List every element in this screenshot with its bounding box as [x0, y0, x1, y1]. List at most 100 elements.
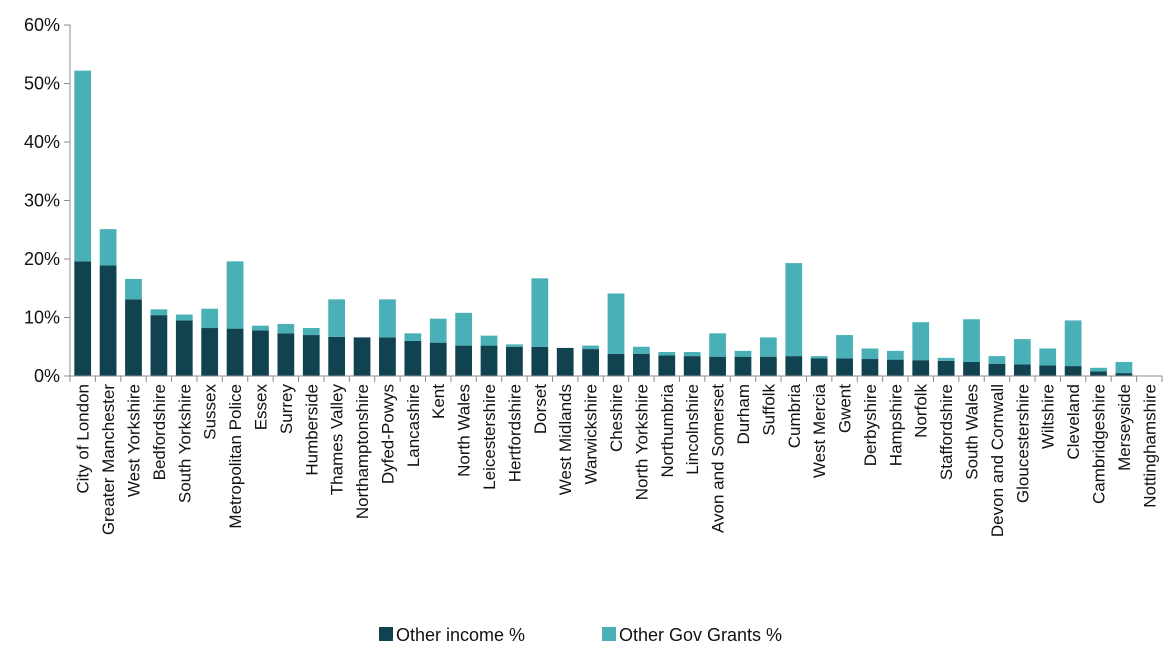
bar-other-income-northamptonshire [353, 337, 371, 376]
x-category-label: Cambridgeshire [1090, 384, 1109, 504]
x-category-label: Wiltshire [1039, 384, 1058, 449]
x-category-label: Thames Valley [328, 384, 347, 496]
bar-other-gov-grants-merseyside [1115, 361, 1133, 374]
bar-other-income-cheshire [607, 353, 625, 376]
x-category-label: Gloucestershire [1013, 384, 1032, 503]
y-tick-label: 40% [24, 132, 60, 152]
bar-other-income-durham [734, 356, 752, 376]
bar-other-income-south-wales [963, 361, 980, 376]
x-category-label: Derbyshire [861, 384, 880, 466]
x-category-label: Northamptonshire [353, 384, 372, 519]
bar-other-gov-grants-north-yorkshire [633, 346, 650, 354]
bar-other-gov-grants-gloucestershire [1013, 339, 1031, 365]
bar-other-gov-grants-cleveland [1064, 320, 1082, 367]
bar-other-gov-grants-cumbria [785, 263, 803, 357]
bar-other-income-hertfordshire [506, 346, 523, 376]
bar-other-gov-grants-humberside [302, 328, 320, 336]
y-tick-label: 20% [24, 249, 60, 269]
x-category-label: South Wales [963, 384, 982, 480]
bar-other-income-cambridgeshire [1090, 371, 1107, 376]
x-category-label: Cleveland [1064, 384, 1083, 460]
bar-other-gov-grants-gwent [836, 335, 853, 359]
bar-other-gov-grants-metropolitan-police [226, 261, 244, 329]
bar-other-income-merseyside [1115, 373, 1133, 376]
legend: Other income % Other Gov Grants % [379, 625, 782, 645]
x-category-label: Kent [429, 384, 448, 419]
x-category-label: North Wales [455, 384, 474, 477]
x-category-label: Dorset [531, 384, 550, 434]
y-tick-label: 60% [24, 15, 60, 35]
x-category-label: Hertfordshire [505, 384, 524, 482]
bar-other-gov-grants-bedfordshire [150, 309, 168, 316]
bar-other-income-humberside [302, 335, 320, 376]
bar-other-gov-grants-staffordshire [937, 357, 955, 361]
bar-other-gov-grants-dyfed-powys [379, 299, 396, 338]
x-category-label: Leicestershire [480, 384, 499, 490]
x-category-label: South Yorkshire [175, 384, 194, 503]
bar-other-gov-grants-essex [252, 325, 269, 331]
bar-other-income-gwent [836, 358, 853, 376]
bar-other-income-metropolitan-police [226, 328, 244, 376]
x-category-label: Humberside [302, 384, 321, 476]
x-category-label: Durham [734, 384, 753, 444]
bar-other-gov-grants-city-of-london [74, 70, 92, 262]
x-axis: City of London Greater Manchester West Yor… [69, 375, 1163, 537]
bar-other-income-essex [252, 330, 269, 376]
x-category-label: Cheshire [607, 384, 626, 452]
x-category-label: Devon and Cornwall [988, 384, 1007, 537]
legend-label-other-gov-grants: Other Gov Grants % [619, 625, 782, 645]
y-tick-label: 30% [24, 191, 60, 211]
x-category-label: Surrey [277, 384, 296, 435]
x-category-label: City of London [74, 384, 93, 494]
x-category-label: Hampshire [886, 384, 905, 466]
bar-other-income-northumbria [658, 355, 676, 376]
bar-other-gov-grants-northumbria [658, 352, 676, 356]
x-category-label: Northumbria [658, 383, 677, 477]
x-category-label: Lincolnshire [683, 384, 702, 475]
bar-other-income-staffordshire [937, 360, 955, 376]
bar-other-income-wiltshire [1039, 365, 1057, 376]
bar-other-gov-grants-north-wales [455, 312, 473, 346]
bar-other-income-thames-valley [328, 336, 346, 376]
x-category-label: Metropolitan Police [226, 384, 245, 529]
bar-other-gov-grants-lancashire [404, 333, 422, 341]
bar-other-gov-grants-hampshire [886, 350, 904, 360]
bar-other-income-greater-manchester [99, 265, 117, 376]
bar-other-income-avon-and-somerset [709, 356, 726, 376]
x-category-label: North Yorkshire [632, 384, 651, 500]
bar-other-gov-grants-west-mercia [810, 356, 828, 359]
bar-other-income-south-yorkshire [175, 320, 193, 376]
x-category-label: Gwent [836, 384, 855, 433]
bar-other-gov-grants-derbyshire [861, 348, 879, 360]
bar-other-gov-grants-kent [429, 318, 447, 343]
bar-other-income-norfolk [912, 360, 930, 376]
bar-other-gov-grants-greater-manchester [99, 229, 117, 266]
x-category-label: Merseyside [1115, 384, 1134, 471]
bar-other-income-gloucestershire [1013, 364, 1031, 376]
bar-other-income-west-midlands [556, 347, 574, 376]
x-category-label: Bedfordshire [150, 384, 169, 480]
x-category-label: Suffolk [759, 384, 778, 436]
x-category-label: Dyfed-Powys [378, 384, 397, 484]
x-category-label: Warwickshire [582, 384, 601, 484]
x-category-label: Sussex [201, 384, 220, 440]
bar-other-income-kent [429, 342, 447, 376]
bars [74, 70, 1133, 376]
bar-other-gov-grants-south-wales [963, 319, 980, 362]
bar-other-income-hampshire [886, 359, 904, 376]
x-category-label: West Yorkshire [124, 384, 143, 497]
bar-other-gov-grants-devon-and-cornwall [988, 356, 1006, 364]
y-tick-label: 50% [24, 74, 60, 94]
bar-other-gov-grants-lincolnshire [683, 352, 701, 357]
bar-other-gov-grants-thames-valley [328, 299, 346, 337]
bar-other-income-west-yorkshire [125, 299, 142, 376]
x-category-label: Lancashire [404, 384, 423, 467]
bar-other-income-dorset [531, 346, 549, 376]
bar-other-income-bedfordshire [150, 315, 168, 376]
bar-other-income-sussex [201, 328, 219, 376]
x-category-label: Cumbria [785, 383, 804, 448]
bar-other-gov-grants-warwickshire [582, 345, 599, 350]
legend-swatch-other-gov-grants [602, 627, 616, 641]
x-category-label: Staffordshire [937, 384, 956, 480]
